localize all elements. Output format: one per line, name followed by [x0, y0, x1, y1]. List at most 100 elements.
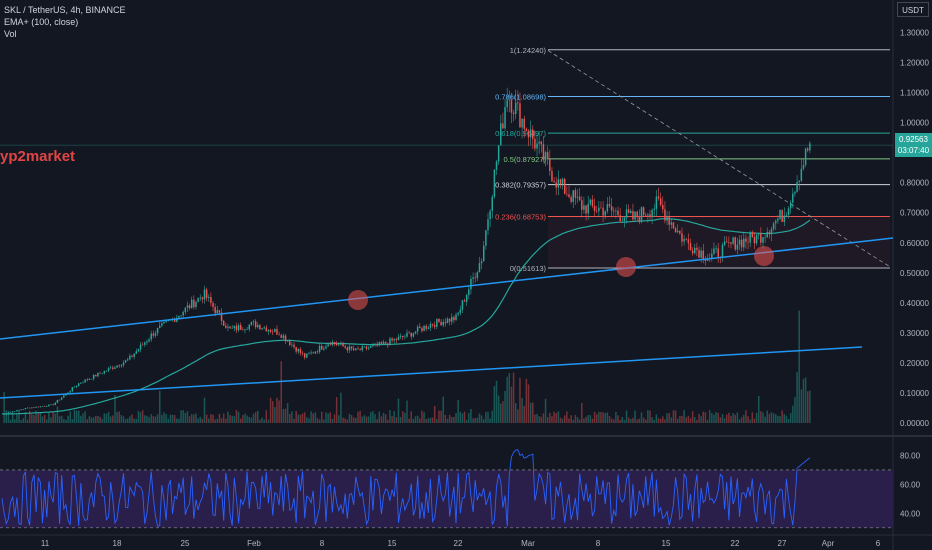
candle-body [800, 168, 803, 181]
volume-bar [197, 418, 199, 423]
candle-body [43, 406, 46, 407]
candle-body [523, 118, 525, 129]
candle-body [728, 242, 730, 243]
candle-body [730, 242, 732, 244]
time-tick-label: 11 [41, 539, 50, 548]
volume-bar [578, 419, 581, 423]
candle-body [229, 326, 231, 329]
candle-body [299, 349, 302, 353]
time-tick-label: 25 [181, 539, 190, 548]
volume-bar [278, 400, 280, 423]
volume-bar [540, 416, 543, 423]
volume-bar [553, 411, 555, 423]
volume-bar [259, 419, 261, 423]
candle-body [796, 181, 798, 192]
candle-body [201, 297, 204, 300]
candle-body [772, 223, 775, 230]
candle-body [146, 341, 148, 343]
volume-bar [173, 415, 176, 423]
candle-body [540, 141, 543, 145]
candle-body [308, 353, 310, 354]
volume-bar [26, 419, 29, 423]
candle-body [269, 329, 272, 332]
volume-bar [745, 410, 747, 423]
volume-bar [282, 409, 285, 423]
candle-body [736, 244, 739, 250]
volume-bar [165, 414, 167, 423]
volume-bar [536, 413, 538, 423]
candle-body [129, 355, 131, 360]
volume-bar [431, 417, 434, 423]
volume-label: Vol [4, 29, 17, 39]
volume-bar [186, 411, 189, 423]
candle-body [723, 241, 726, 245]
touch-point-marker [754, 246, 774, 266]
candle-body [713, 248, 715, 254]
volume-bar [384, 414, 387, 423]
volume-bar [135, 418, 138, 423]
candle-body [69, 391, 71, 393]
candle-body [54, 402, 57, 405]
candle-body [721, 244, 724, 258]
volume-bar [222, 413, 225, 423]
volume-bar [451, 417, 453, 423]
candle-body [286, 341, 289, 342]
volume-bar [274, 407, 276, 423]
volume-bar [694, 417, 696, 423]
candle-body [88, 378, 91, 380]
candle-body [84, 379, 86, 383]
volume-bar [670, 417, 673, 423]
candle-body [740, 239, 743, 248]
volume-bar [325, 412, 327, 423]
volume-bar [610, 418, 613, 423]
volume-bar [216, 418, 219, 423]
candle-body [344, 346, 346, 348]
price-tick-label: 1.00000 [900, 119, 929, 128]
ema-indicator-label: EMA+ (100, close) [4, 17, 79, 27]
candle-body [28, 407, 31, 409]
candle-body [636, 211, 638, 218]
candle-body [67, 392, 69, 394]
volume-bar [691, 411, 694, 423]
candle-body [753, 237, 756, 244]
currency-badge[interactable]: USDT [897, 2, 929, 17]
volume-bar [789, 413, 792, 423]
candle-body [529, 129, 532, 138]
candle-body [670, 222, 673, 225]
candle-body [536, 143, 538, 149]
volume-bar [188, 416, 191, 423]
candle-body [75, 385, 78, 387]
candle-body [182, 312, 184, 316]
candle-body [711, 253, 713, 259]
candle-body [487, 219, 489, 231]
candle-body [357, 348, 359, 350]
volume-bar [625, 410, 628, 423]
candle-body [225, 325, 227, 328]
candle-body [519, 103, 521, 128]
candle-body [127, 359, 129, 361]
candle-body [623, 217, 626, 221]
candle-body [340, 343, 342, 345]
volume-bar [389, 410, 391, 423]
candle-body [118, 365, 120, 367]
volume-bar [331, 418, 334, 423]
fib-level-label: 0(0.51613) [510, 264, 547, 273]
candle-body [674, 228, 677, 233]
candle-body [314, 351, 317, 354]
candle-body [755, 234, 758, 244]
candle-body [257, 325, 259, 328]
volume-bar [480, 415, 483, 423]
candle-body [700, 250, 702, 258]
volume-bar [301, 413, 304, 423]
candle-body [734, 237, 737, 250]
candle-body [301, 352, 304, 354]
volume-bar [352, 417, 355, 423]
volume-bar [517, 409, 519, 423]
volume-bar [446, 418, 449, 423]
volume-bar [572, 419, 575, 423]
volume-bar [559, 417, 562, 423]
candle-body [239, 325, 242, 330]
price-tick-label: 0.20000 [900, 359, 929, 368]
price-tick-label: 1.30000 [900, 28, 929, 37]
